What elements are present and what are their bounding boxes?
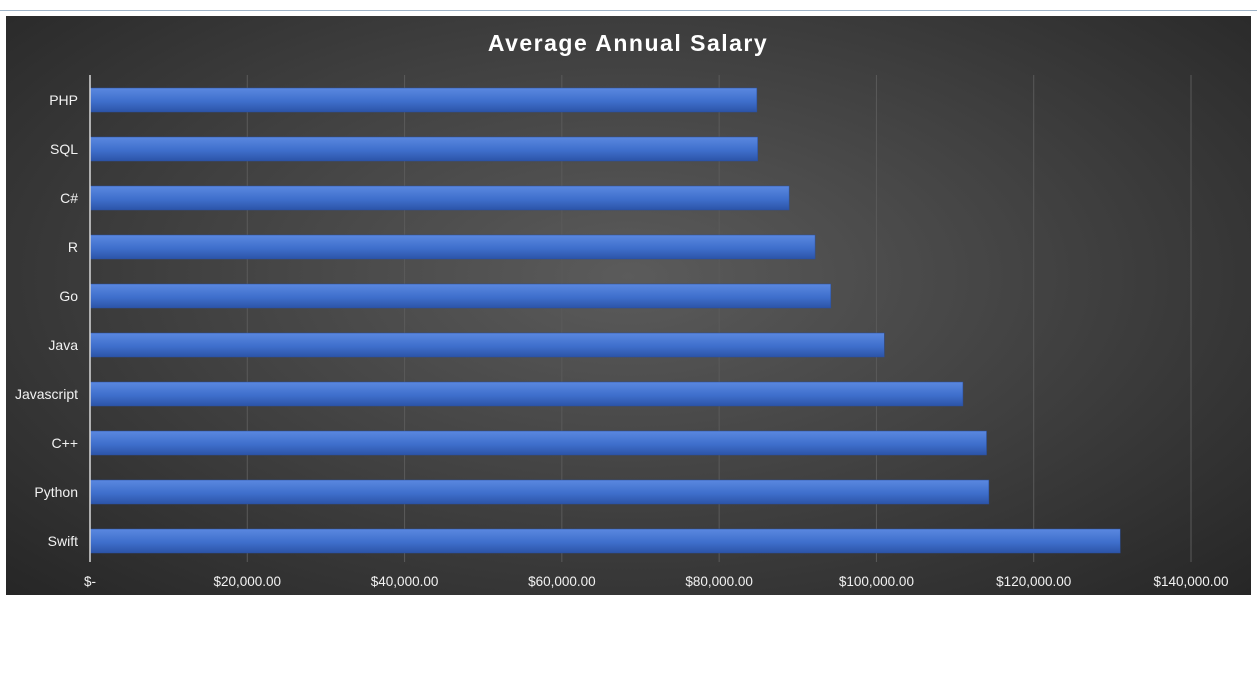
bar-go bbox=[89, 283, 832, 309]
category-label: Python bbox=[34, 484, 78, 500]
bars bbox=[89, 87, 1121, 554]
bar-c- bbox=[89, 430, 987, 456]
x-tick-label: $60,000.00 bbox=[528, 574, 596, 589]
top-divider-line bbox=[0, 10, 1257, 11]
bar-sql bbox=[89, 136, 758, 162]
x-tick-label: $100,000.00 bbox=[839, 574, 914, 589]
x-tick-label: $20,000.00 bbox=[213, 574, 281, 589]
bar-swift bbox=[89, 528, 1121, 554]
x-tick-label: $- bbox=[84, 574, 96, 589]
x-tick-label: $80,000.00 bbox=[685, 574, 753, 589]
category-label: R bbox=[68, 239, 78, 255]
category-labels: PHP SQL C# R Go Java Javascript C++ Python Swift bbox=[15, 92, 78, 549]
category-label: PHP bbox=[49, 92, 78, 108]
x-tick-label: $120,000.00 bbox=[996, 574, 1071, 589]
category-label: Javascript bbox=[15, 386, 78, 402]
salary-bar-chart: Average Annual Salary PHP SQL C# R Go Java Jav… bbox=[15, 30, 1229, 589]
category-label: SQL bbox=[50, 141, 78, 157]
category-label: Java bbox=[48, 337, 78, 353]
bar-javascript bbox=[89, 381, 964, 407]
x-tick-label: $140,000.00 bbox=[1153, 574, 1228, 589]
category-label: Swift bbox=[48, 533, 78, 549]
x-tick-labels: $- $20,000.00 $40,000.00 $60,000.00 $80,000.… bbox=[84, 574, 1229, 589]
bar-python bbox=[89, 479, 990, 505]
category-label: C++ bbox=[52, 435, 78, 451]
category-label: Go bbox=[59, 288, 78, 304]
bar-php bbox=[89, 87, 758, 113]
x-tick-label: $40,000.00 bbox=[371, 574, 439, 589]
bar-r bbox=[89, 234, 816, 260]
category-label: C# bbox=[60, 190, 78, 206]
chart-title: Average Annual Salary bbox=[488, 30, 768, 56]
bar-c- bbox=[89, 185, 790, 211]
chart-panel: Average Annual Salary PHP SQL C# R Go Java Jav… bbox=[6, 16, 1251, 595]
bar-java bbox=[89, 332, 885, 358]
